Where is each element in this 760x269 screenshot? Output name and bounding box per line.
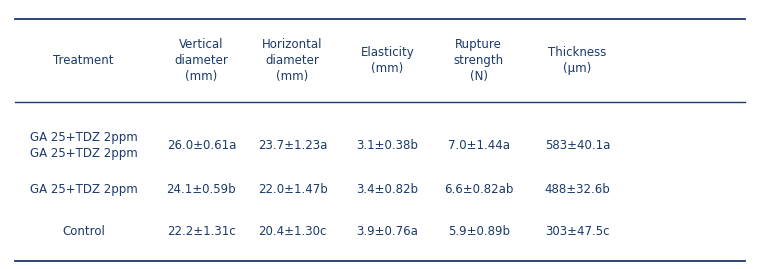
- Text: 22.2±1.31c: 22.2±1.31c: [167, 225, 236, 238]
- Text: GA 25+TDZ 2ppm: GA 25+TDZ 2ppm: [30, 183, 138, 196]
- Text: 22.0±1.47b: 22.0±1.47b: [258, 183, 328, 196]
- Text: 3.4±0.82b: 3.4±0.82b: [356, 183, 419, 196]
- Text: Horizontal
diameter
(mm): Horizontal diameter (mm): [262, 38, 323, 83]
- Text: 488±32.6b: 488±32.6b: [545, 183, 610, 196]
- Text: Vertical
diameter
(mm): Vertical diameter (mm): [175, 38, 228, 83]
- Text: 20.4±1.30c: 20.4±1.30c: [258, 225, 327, 238]
- Text: GA 25+TDZ 2ppm
GA 25+TDZ 2ppm: GA 25+TDZ 2ppm GA 25+TDZ 2ppm: [30, 131, 138, 160]
- Text: 23.7±1.23a: 23.7±1.23a: [258, 139, 328, 152]
- Text: Elasticity
(mm): Elasticity (mm): [361, 46, 414, 75]
- Text: 3.9±0.76a: 3.9±0.76a: [356, 225, 419, 238]
- Text: 303±47.5c: 303±47.5c: [546, 225, 610, 238]
- Text: 5.9±0.89b: 5.9±0.89b: [448, 225, 510, 238]
- Text: 6.6±0.82ab: 6.6±0.82ab: [444, 183, 514, 196]
- Text: 3.1±0.38b: 3.1±0.38b: [356, 139, 419, 152]
- Text: 26.0±0.61a: 26.0±0.61a: [166, 139, 236, 152]
- Text: 24.1±0.59b: 24.1±0.59b: [166, 183, 236, 196]
- Text: Rupture
strength
(N): Rupture strength (N): [454, 38, 504, 83]
- Text: 583±40.1a: 583±40.1a: [545, 139, 610, 152]
- Text: Control: Control: [62, 225, 105, 238]
- Text: Treatment: Treatment: [53, 54, 114, 67]
- Text: 7.0±1.44a: 7.0±1.44a: [448, 139, 510, 152]
- Text: Thickness
(μm): Thickness (μm): [549, 46, 606, 75]
